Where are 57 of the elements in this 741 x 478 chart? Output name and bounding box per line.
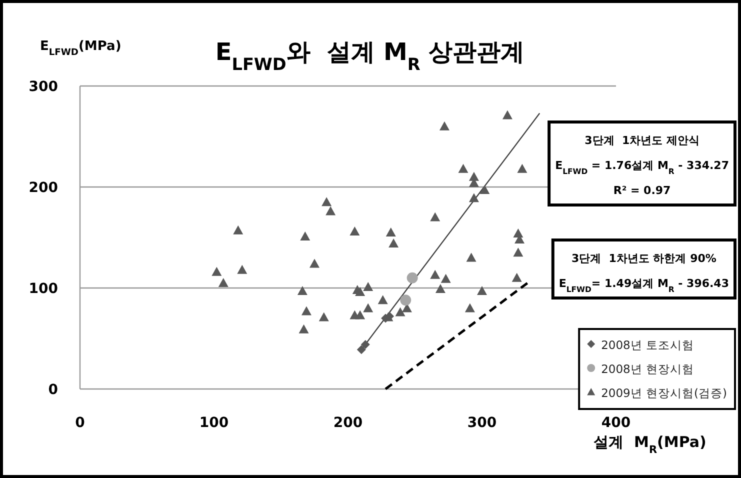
point <box>310 258 320 268</box>
point <box>430 212 440 222</box>
point <box>350 226 360 236</box>
x-axis-title: 설계 M$_{R}$(MPa) <box>594 433 706 456</box>
point <box>326 206 336 216</box>
point <box>363 303 374 312</box>
point <box>458 164 468 173</box>
point <box>212 266 222 276</box>
point <box>502 110 512 120</box>
point <box>480 185 490 194</box>
point <box>355 287 366 296</box>
point <box>355 310 366 320</box>
point <box>233 225 244 234</box>
point <box>297 286 308 296</box>
x-tick-label: 200 <box>333 415 363 431</box>
x-tick-label: 0 <box>75 415 86 431</box>
point <box>477 286 487 296</box>
y-tick-label: 100 <box>28 281 58 297</box>
legend-label: 2008년 토조시험 <box>601 338 694 352</box>
chart-title: E$_{LFWD}$와 설계 M$_{R}$ 상관관계 <box>215 38 525 74</box>
point <box>356 345 366 354</box>
point <box>363 282 374 291</box>
y-tick-label: 300 <box>28 79 58 95</box>
x-tick-label: 300 <box>467 415 497 431</box>
point <box>300 231 310 240</box>
y-tick-label: 0 <box>48 382 58 398</box>
point <box>386 227 396 236</box>
annotation: 3단계 1차년도 하한계 90% E$_{LFWD}$= 1.49설계 M$_{R}$ - 396.43 <box>558 252 729 294</box>
point <box>512 272 522 282</box>
point <box>406 272 418 284</box>
y-tick-label: 200 <box>28 180 58 196</box>
x-tick-label: 400 <box>601 415 631 431</box>
point <box>517 164 528 173</box>
point <box>466 252 476 262</box>
point <box>318 312 329 322</box>
point <box>298 324 309 334</box>
point <box>301 306 312 316</box>
point <box>378 295 388 304</box>
point <box>395 307 406 316</box>
point <box>513 248 524 257</box>
legend-label: 2009년 현장시험(검증) <box>601 386 727 400</box>
point <box>400 294 412 306</box>
text: 3단계 1차년도 제안식 E$_{LFWD}$ = 1.76설계 M$_{R}$ - 334.27 R² = 0.97 <box>555 134 729 197</box>
point <box>360 340 370 350</box>
point <box>435 284 446 294</box>
point <box>388 238 399 248</box>
x-tick-label: 100 <box>199 415 229 431</box>
point <box>218 278 228 287</box>
point <box>464 303 475 312</box>
point <box>237 264 248 274</box>
legend-label: 2008년 현장시험 <box>601 362 694 376</box>
point <box>439 121 450 130</box>
y-axis-title: E$_{LFWD}$(MPa) <box>40 39 122 58</box>
point <box>468 193 479 202</box>
point <box>430 270 440 279</box>
point <box>322 197 332 206</box>
point <box>440 274 451 283</box>
